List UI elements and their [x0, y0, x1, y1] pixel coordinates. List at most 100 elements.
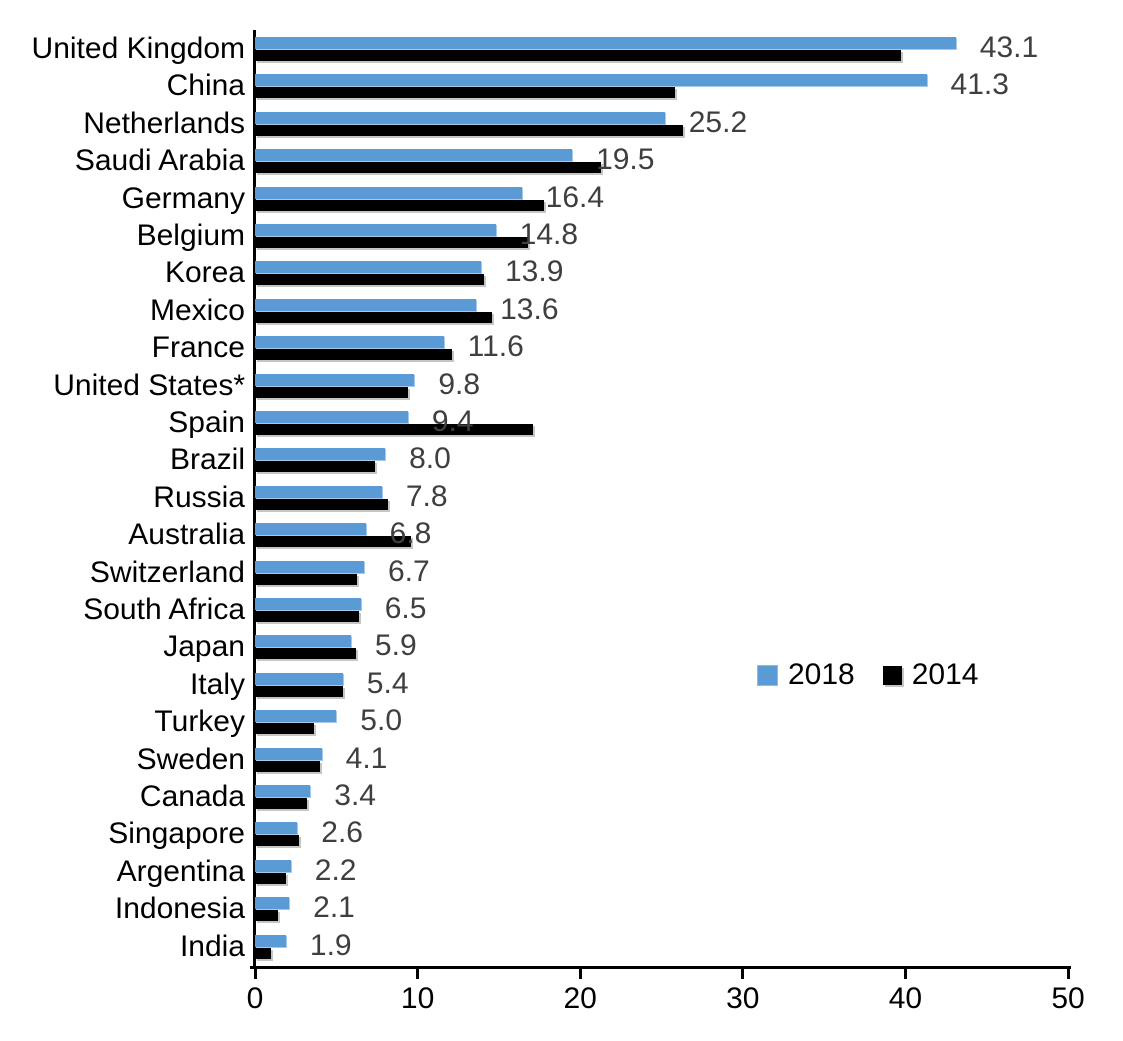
chart-row: China 41.3 [167, 68, 1068, 108]
category-label: Australia [128, 518, 245, 552]
bar-2018 [255, 149, 573, 162]
bar-2014 [255, 723, 314, 735]
value-label: 5.9 [374, 629, 417, 663]
category-label: Japan [163, 630, 245, 664]
value-label: 6.8 [389, 517, 432, 551]
legend-swatch-2018 [757, 664, 778, 686]
bar-2014 [255, 386, 408, 398]
x-tick-mark [578, 969, 582, 979]
chart-row: Brazil 8.0 [170, 442, 1068, 482]
bar-2014 [255, 237, 529, 248]
category-label: Saudi Arabia [74, 144, 245, 178]
value-label: 19.5 [596, 143, 655, 177]
bar-2018 [255, 298, 477, 311]
bar-2014 [255, 536, 412, 548]
bar-2018 [255, 224, 496, 236]
bar-2014 [255, 910, 278, 922]
bar-2014 [255, 685, 343, 697]
bar-2018 [255, 897, 290, 910]
value-label: 9.8 [438, 367, 481, 401]
legend-label: 2018 [788, 658, 855, 691]
category-label: Argentina [116, 854, 245, 888]
value-label: 13.9 [505, 255, 564, 289]
x-tick-label: 10 [400, 982, 435, 1015]
bar-2018 [255, 859, 291, 872]
value-label: 4.1 [345, 741, 388, 775]
bar-2014 [255, 199, 545, 211]
chart-row: Japan 5.9 [163, 629, 1068, 669]
bar-2014 [255, 50, 901, 61]
chart-row: Spain 9.4 [168, 405, 1068, 445]
bar-2014 [255, 947, 272, 959]
bar-2018 [255, 186, 522, 199]
value-label: 5.0 [360, 704, 403, 738]
bar-2018 [255, 785, 311, 797]
bar-2018 [255, 635, 351, 648]
value-label: 2.2 [314, 853, 357, 887]
chart-row: Italy 5.4 [190, 667, 1068, 707]
category-label: Brazil [169, 443, 245, 477]
category-label: Korea [164, 256, 245, 290]
value-label: 11.6 [467, 330, 524, 364]
chart-row: Korea 13.9 [165, 255, 1068, 295]
bar-2018 [255, 822, 298, 835]
x-tick-label: 20 [563, 982, 597, 1015]
category-label: Belgium [136, 219, 245, 252]
chart-row: India 1.9 [180, 929, 1068, 969]
chart-row: Switzerland 6.7 [90, 555, 1068, 595]
chart-row: Russia 7.8 [153, 480, 1068, 520]
value-label: 1.9 [309, 928, 352, 962]
bar-2018 [255, 485, 382, 498]
value-label: 6.7 [387, 554, 430, 588]
x-tick-mark [1066, 969, 1070, 979]
x-tick-label: 40 [888, 982, 923, 1015]
legend-label: 2014 [911, 658, 979, 691]
chart-row: Canada 3.4 [140, 779, 1068, 819]
chart-row: United States* 9.8 [53, 368, 1068, 408]
value-label: 14.8 [519, 218, 579, 251]
chart-row: Netherlands 25.2 [83, 106, 1068, 146]
bar-2014 [255, 872, 286, 884]
value-label: 43.1 [979, 31, 1039, 64]
bar-2018 [255, 598, 361, 610]
chart-row: Singapore 2.6 [108, 816, 1068, 856]
value-label: 5.4 [366, 666, 409, 700]
value-label: 25.2 [688, 105, 748, 139]
legend-entry-2018: 2018 [757, 658, 855, 692]
chart-row: Sweden 4.1 [137, 742, 1068, 782]
bar-2014 [255, 87, 675, 99]
chart-row: United Kingdom 43.1 [32, 31, 1068, 71]
chart-row: Belgium 14.8 [137, 218, 1068, 258]
chart-row: Germany 16.4 [122, 181, 1068, 221]
value-label: 13.6 [500, 292, 559, 326]
chart-row: Argentina 2.2 [117, 854, 1068, 894]
category-label: Switzerland [89, 555, 245, 589]
bar-2018 [255, 411, 408, 423]
category-label: South Africa [83, 593, 245, 626]
value-label: 3.4 [334, 779, 376, 812]
bar-2018 [255, 448, 386, 461]
chart-row: Saudi Arabia 19.5 [75, 143, 1068, 183]
bar-2014 [255, 162, 602, 174]
value-label: 8.0 [409, 442, 451, 476]
bar-2018 [255, 373, 415, 386]
bar-2014 [255, 424, 534, 435]
chart-row: Turkey 5.0 [154, 704, 1068, 744]
bar-2014 [255, 274, 485, 286]
chart-row: Indonesia 2.1 [115, 891, 1068, 931]
legend-entry-2014: 2014 [882, 658, 979, 692]
chart-row: Australia 6.8 [128, 517, 1068, 557]
bar-2018 [255, 710, 337, 723]
category-label: Italy [189, 667, 245, 701]
x-tick-mark [416, 969, 420, 979]
bar-2014 [255, 498, 389, 510]
category-label: Spain [168, 406, 245, 439]
bar-2018 [255, 37, 956, 49]
bar-2014 [255, 835, 299, 847]
bar-2014 [255, 349, 452, 361]
category-label: Russia [153, 480, 245, 514]
x-tick-label: 30 [726, 982, 760, 1015]
bar-2018 [255, 336, 444, 349]
category-label: Germany [121, 181, 245, 215]
